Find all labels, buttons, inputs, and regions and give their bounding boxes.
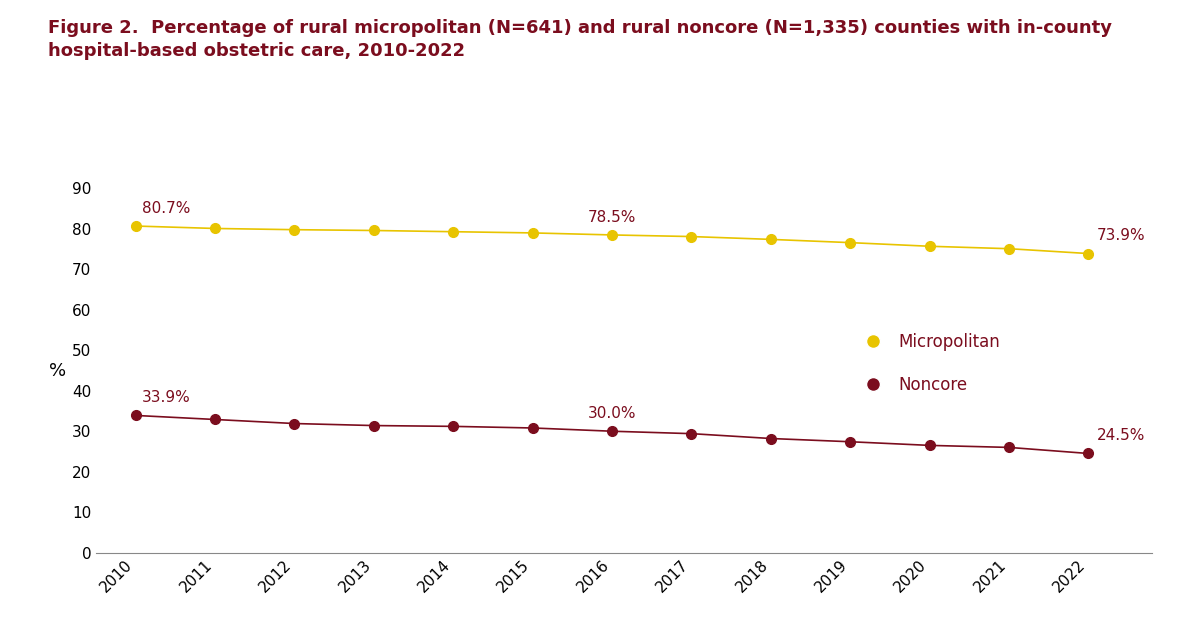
Text: 33.9%: 33.9%: [142, 391, 191, 405]
Legend: Micropolitan, Noncore: Micropolitan, Noncore: [850, 326, 1007, 401]
Text: 78.5%: 78.5%: [588, 210, 636, 225]
Text: 30.0%: 30.0%: [588, 406, 636, 421]
Text: Figure 2.  Percentage of rural micropolitan (N=641) and rural noncore (N=1,335) : Figure 2. Percentage of rural micropolit…: [48, 19, 1112, 60]
Y-axis label: %: %: [49, 362, 66, 379]
Text: 80.7%: 80.7%: [142, 201, 191, 216]
Text: 24.5%: 24.5%: [1097, 428, 1145, 443]
Text: 73.9%: 73.9%: [1097, 229, 1145, 244]
